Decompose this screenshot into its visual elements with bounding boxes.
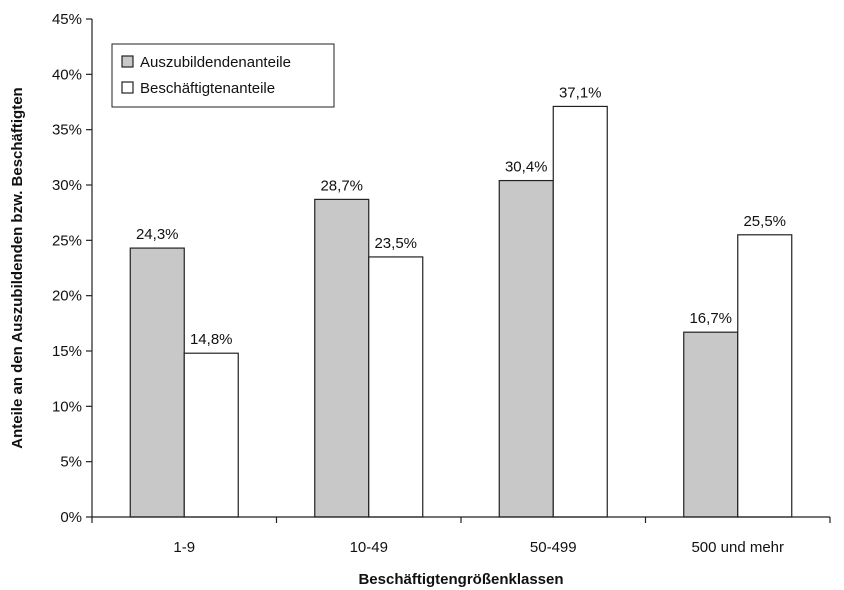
x-category-label: 10-49 [350,539,388,556]
bar-auszubildende [498,179,554,518]
bar-auszubildende [314,198,370,518]
y-tick-label: 40% [52,66,82,83]
y-tick-label: 45% [52,11,82,28]
data-label: 14,8% [190,331,233,348]
y-tick-label: 15% [52,343,82,360]
bar-beschaeftigte [368,256,424,518]
bar-beschaeftigte [183,352,239,518]
y-axis-ticks [86,18,831,523]
legend-label: Beschäftigtenanteile [140,80,275,97]
bars [129,105,793,518]
data-label: 24,3% [136,226,179,243]
y-axis-title: Anteile an den Auszubildenden bzw. Besch… [9,87,26,448]
legend-swatch [121,81,134,94]
data-label: 16,7% [689,310,732,327]
x-category-label: 500 und mehr [691,539,784,556]
y-tick-label: 30% [52,177,82,194]
legend-swatch [121,55,134,68]
y-tick-label: 5% [60,454,82,471]
legend: Auszubildendenanteile Beschäftigtenanteil… [111,43,335,108]
data-label: 23,5% [374,235,417,252]
data-labels: 24,3% 14,8% 28,7% 23,5% 30,4% 37,1% 16,7% 25,5% [136,84,786,348]
data-label: 37,1% [559,84,602,101]
bar-beschaeftigte [737,234,793,518]
bar-auszubildende [683,331,739,518]
bar-beschaeftigte [552,105,608,518]
y-axis-tick-labels: 0% 5% 10% 15% 20% 25% 30% 35% 40% 45% [52,11,82,526]
x-axis-category-labels: 1-9 10-49 50-499 500 und mehr [173,539,784,556]
data-label: 30,4% [505,159,548,176]
y-tick-label: 20% [52,288,82,305]
bar-auszubildende [129,247,185,518]
y-tick-label: 0% [60,509,82,526]
legend-label: Auszubildendenanteile [140,54,291,71]
data-label: 28,7% [320,177,363,194]
x-category-label: 50-499 [530,539,577,556]
y-tick-label: 25% [52,232,82,249]
data-label: 25,5% [743,213,786,230]
y-tick-label: 35% [52,122,82,139]
y-tick-label: 10% [52,398,82,415]
x-category-label: 1-9 [173,539,195,556]
legend-box [111,43,335,108]
x-axis-title: Beschäftigtengrößenklassen [358,571,563,588]
